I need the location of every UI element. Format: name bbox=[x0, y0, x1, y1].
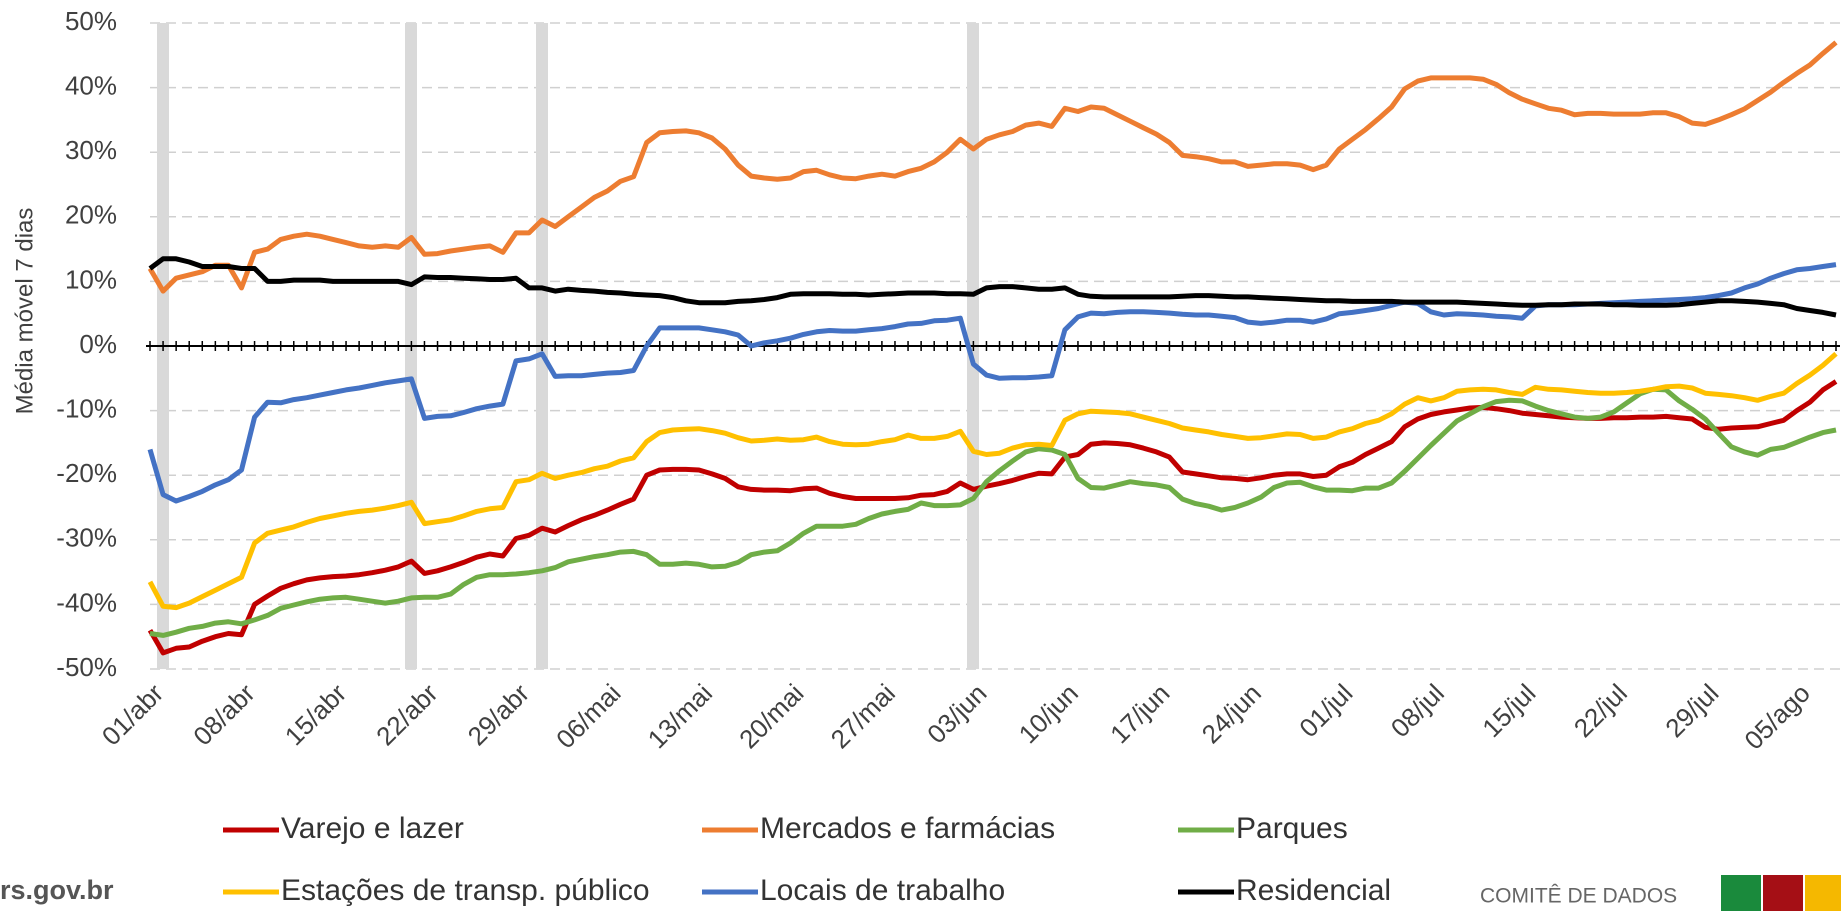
y-tick-label: -20% bbox=[56, 458, 117, 488]
legend-label: Residencial bbox=[1236, 874, 1391, 907]
x-tick-label: 27/mai bbox=[825, 678, 901, 754]
y-tick-label: 0% bbox=[79, 329, 117, 359]
x-tick-label: 06/mai bbox=[550, 678, 626, 754]
footer-source: rs.gov.br bbox=[0, 875, 114, 905]
x-tick-label: 13/mai bbox=[642, 678, 718, 754]
x-tick-label: 20/mai bbox=[733, 678, 809, 754]
legend-label: Varejo e lazer bbox=[281, 812, 464, 845]
x-tick-label: 03/jun bbox=[921, 678, 992, 749]
x-tick-label: 01/jul bbox=[1293, 678, 1358, 743]
x-tick-label: 01/abr bbox=[96, 678, 170, 752]
series-line bbox=[147, 40, 1838, 294]
x-tick-label: 10/jun bbox=[1013, 678, 1084, 749]
x-tick-label: 15/abr bbox=[279, 678, 353, 752]
x-tick-label: 24/jun bbox=[1196, 678, 1267, 749]
y-tick-label: 10% bbox=[65, 264, 117, 294]
y-axis-label: Média móvel 7 dias bbox=[11, 208, 38, 415]
y-tick-label: 30% bbox=[65, 135, 117, 165]
legend-label: Mercados e farmácias bbox=[760, 812, 1055, 845]
y-tick-label: -40% bbox=[56, 587, 117, 617]
x-tick-label: 22/jul bbox=[1568, 678, 1633, 743]
logo-block bbox=[1721, 875, 1761, 911]
x-tick-label: 22/abr bbox=[370, 678, 444, 752]
series-line bbox=[147, 351, 1838, 611]
y-tick-label: -30% bbox=[56, 523, 117, 553]
legend-label: Estações de transp. público bbox=[281, 874, 650, 907]
legend-label: Locais de trabalho bbox=[760, 874, 1005, 907]
x-tick-label: 08/jul bbox=[1385, 678, 1450, 743]
series-line bbox=[148, 256, 1837, 318]
x-tick-label: 08/abr bbox=[187, 678, 261, 752]
y-tick-label: 20% bbox=[65, 200, 117, 230]
x-tick-label: 17/jun bbox=[1104, 678, 1175, 749]
x-tick-label: 05/ago bbox=[1738, 678, 1815, 755]
x-tick-label: 29/abr bbox=[462, 678, 536, 752]
series-line bbox=[147, 262, 1837, 504]
logo-block bbox=[1805, 875, 1841, 911]
y-tick-label: -10% bbox=[56, 393, 117, 423]
y-tick-label: 40% bbox=[65, 70, 117, 100]
legend-label: Parques bbox=[1236, 812, 1348, 845]
x-tick-label: 29/jul bbox=[1659, 678, 1724, 743]
series-line bbox=[149, 386, 1837, 638]
y-tick-label: 50% bbox=[65, 6, 117, 36]
logo-block bbox=[1763, 875, 1803, 911]
footer-brand: COMITÊ DE DADOS bbox=[1480, 885, 1677, 908]
x-tick-label: 15/jul bbox=[1476, 678, 1541, 743]
y-tick-label: -50% bbox=[56, 652, 117, 682]
series-line bbox=[147, 379, 1838, 656]
